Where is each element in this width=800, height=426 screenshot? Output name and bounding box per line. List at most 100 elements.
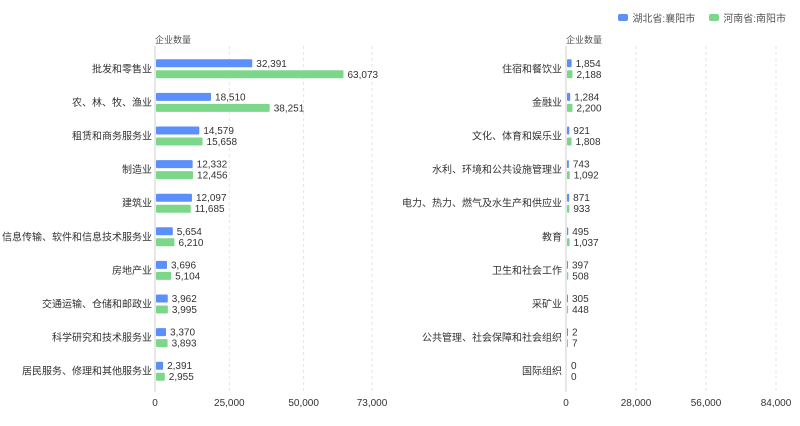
category-label-0-6: 房地产业 bbox=[112, 264, 152, 277]
legend-label-xiangyang: 湖北省:襄阳市 bbox=[632, 14, 696, 25]
value-label-0-0-7: 3,962 bbox=[172, 294, 197, 305]
value-label-0-1-9: 2,955 bbox=[169, 372, 194, 383]
bar-0-0-1 bbox=[156, 92, 212, 101]
bar-1-0-6 bbox=[567, 260, 568, 269]
category-label-1-8: 公共管理、社会保障和社会组织 bbox=[422, 331, 562, 344]
bar-0-0-8 bbox=[156, 328, 167, 337]
value-label-1-1-0: 2,188 bbox=[576, 70, 601, 81]
category-label-0-2: 租赁和商务服务业 bbox=[72, 130, 152, 143]
tick-label-1-1: 28,000 bbox=[621, 398, 652, 409]
bar-0-1-4 bbox=[156, 204, 191, 213]
value-label-0-1-4: 11,685 bbox=[195, 204, 225, 215]
category-label-1-7: 采矿业 bbox=[532, 298, 562, 311]
axis-title-0: 企业数量 bbox=[155, 34, 191, 45]
value-label-0-1-3: 12,456 bbox=[197, 171, 228, 182]
value-label-0-0-1: 18,510 bbox=[215, 92, 246, 103]
category-label-1-4: 电力、热力、燃气及水生产和供应业 bbox=[402, 197, 562, 210]
value-label-1-0-5: 495 bbox=[572, 227, 589, 238]
category-label-1-6: 卫生和社会工作 bbox=[492, 264, 562, 277]
tick-label-1-2: 56,000 bbox=[691, 398, 722, 409]
bar-0-1-9 bbox=[156, 372, 165, 381]
value-label-1-1-1: 2,200 bbox=[577, 103, 602, 114]
legend-swatch-nanyang bbox=[709, 14, 720, 21]
value-label-1-0-7: 305 bbox=[572, 294, 589, 305]
bar-0-0-2 bbox=[156, 126, 200, 135]
bar-0-0-7 bbox=[156, 294, 168, 303]
bar-1-0-8 bbox=[567, 328, 568, 337]
bar-1-1-6 bbox=[567, 271, 569, 280]
category-label-1-1: 金融业 bbox=[532, 96, 562, 109]
bar-0-1-1 bbox=[156, 103, 270, 112]
value-label-0-1-5: 6,210 bbox=[178, 238, 203, 249]
bar-1-1-0 bbox=[567, 70, 573, 79]
value-label-1-0-3: 743 bbox=[573, 160, 590, 171]
bar-0-1-8 bbox=[156, 339, 168, 348]
value-label-1-0-2: 921 bbox=[573, 126, 590, 137]
tick-label-1-3: 84,000 bbox=[761, 398, 792, 409]
value-label-1-1-5: 1,037 bbox=[574, 238, 599, 249]
bar-0-1-7 bbox=[156, 305, 168, 314]
category-label-1-2: 文化、体育和娱乐业 bbox=[472, 130, 562, 143]
value-label-0-0-8: 3,370 bbox=[170, 328, 195, 339]
value-label-0-1-2: 15,658 bbox=[207, 137, 238, 148]
tick-label-1-0: 0 bbox=[563, 398, 569, 409]
category-label-1-5: 教育 bbox=[542, 230, 562, 243]
bar-0-1-6 bbox=[156, 271, 172, 280]
category-label-1-3: 水利、环境和公共设施管理业 bbox=[432, 163, 562, 176]
bar-0-1-2 bbox=[156, 137, 203, 146]
value-label-0-1-0: 63,073 bbox=[347, 70, 378, 81]
bar-1-1-7 bbox=[567, 305, 569, 314]
bar-1-1-8 bbox=[567, 339, 568, 348]
value-label-0-0-5: 5,654 bbox=[177, 227, 202, 238]
tick-label-0-0: 0 bbox=[152, 398, 158, 409]
bar-0-0-5 bbox=[156, 227, 173, 236]
bar-1-1-1 bbox=[567, 103, 573, 112]
bar-1-0-3 bbox=[567, 160, 569, 169]
value-label-0-0-4: 12,097 bbox=[196, 193, 227, 204]
legend: 湖北省:襄阳市 河南省:南阳市 bbox=[618, 10, 786, 25]
bar-1-0-1 bbox=[567, 92, 571, 101]
value-label-1-1-7: 448 bbox=[572, 305, 589, 316]
value-label-1-0-0: 1,854 bbox=[576, 59, 601, 70]
value-label-0-0-2: 14,579 bbox=[203, 126, 234, 137]
value-label-0-1-7: 3,995 bbox=[172, 305, 197, 316]
bar-1-1-4 bbox=[567, 204, 570, 213]
legend-label-nanyang: 河南省:南阳市 bbox=[723, 14, 786, 25]
bar-0-0-9 bbox=[156, 361, 164, 370]
bar-0-0-0 bbox=[156, 59, 253, 68]
value-label-1-0-4: 871 bbox=[573, 193, 590, 204]
tick-label-0-2: 50,000 bbox=[288, 398, 319, 409]
bar-0-0-4 bbox=[156, 193, 192, 202]
legend-item-nanyang[interactable]: 河南省:南阳市 bbox=[709, 10, 786, 25]
bar-1-0-4 bbox=[567, 193, 570, 202]
bar-0-1-5 bbox=[156, 238, 175, 247]
axis-title-1: 企业数量 bbox=[566, 34, 602, 45]
value-label-0-0-6: 3,696 bbox=[171, 260, 196, 271]
category-label-0-8: 科学研究和技术服务业 bbox=[52, 331, 152, 344]
value-label-0-0-0: 32,391 bbox=[256, 59, 287, 70]
bar-1-0-2 bbox=[567, 126, 570, 135]
category-label-0-9: 居民服务、修理和其他服务业 bbox=[22, 365, 152, 378]
bar-0-1-3 bbox=[156, 171, 194, 180]
value-label-1-0-9: 0 bbox=[571, 361, 577, 372]
value-label-1-1-3: 1,092 bbox=[574, 171, 599, 182]
value-label-1-0-6: 397 bbox=[572, 260, 589, 271]
category-label-0-1: 农、林、牧、渔业 bbox=[72, 96, 152, 109]
value-label-1-1-8: 7 bbox=[572, 339, 578, 350]
bar-1-1-2 bbox=[567, 137, 572, 146]
category-label-0-3: 制造业 bbox=[122, 163, 152, 176]
legend-swatch-xiangyang bbox=[618, 14, 629, 21]
category-label-0-4: 建筑业 bbox=[122, 197, 152, 210]
tick-label-0-1: 25,000 bbox=[214, 398, 245, 409]
legend-item-xiangyang[interactable]: 湖北省:襄阳市 bbox=[618, 10, 695, 25]
value-label-0-1-8: 3,893 bbox=[172, 339, 197, 350]
value-label-1-1-4: 933 bbox=[573, 204, 590, 215]
value-label-0-0-3: 12,332 bbox=[197, 160, 228, 171]
value-label-1-1-6: 508 bbox=[572, 271, 589, 282]
bar-1-0-5 bbox=[567, 227, 569, 236]
bar-0-1-0 bbox=[156, 70, 344, 79]
category-label-0-5: 信息传输、软件和信息技术服务业 bbox=[2, 230, 152, 243]
category-label-0-0: 批发和零售业 bbox=[92, 62, 152, 75]
